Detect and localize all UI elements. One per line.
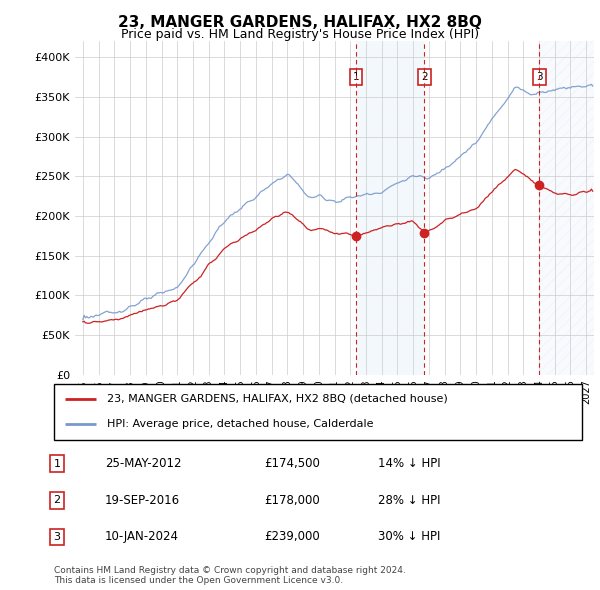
Text: 1: 1	[53, 459, 61, 468]
Text: 2: 2	[421, 72, 428, 82]
Text: 14% ↓ HPI: 14% ↓ HPI	[378, 457, 440, 470]
Bar	[539, 41, 594, 375]
Text: 3: 3	[536, 72, 543, 82]
Bar	[356, 41, 424, 375]
Text: Contains HM Land Registry data © Crown copyright and database right 2024.
This d: Contains HM Land Registry data © Crown c…	[54, 566, 406, 585]
Text: 23, MANGER GARDENS, HALIFAX, HX2 8BQ: 23, MANGER GARDENS, HALIFAX, HX2 8BQ	[118, 15, 482, 30]
Text: £178,000: £178,000	[264, 494, 320, 507]
Text: 25-MAY-2012: 25-MAY-2012	[105, 457, 182, 470]
Text: Price paid vs. HM Land Registry's House Price Index (HPI): Price paid vs. HM Land Registry's House …	[121, 28, 479, 41]
Text: HPI: Average price, detached house, Calderdale: HPI: Average price, detached house, Cald…	[107, 419, 373, 430]
Text: 2: 2	[53, 496, 61, 505]
Text: 10-JAN-2024: 10-JAN-2024	[105, 530, 179, 543]
Text: 3: 3	[53, 532, 61, 542]
Text: £239,000: £239,000	[264, 530, 320, 543]
Text: £174,500: £174,500	[264, 457, 320, 470]
Text: 19-SEP-2016: 19-SEP-2016	[105, 494, 180, 507]
Text: 1: 1	[353, 72, 359, 82]
Text: 28% ↓ HPI: 28% ↓ HPI	[378, 494, 440, 507]
Text: 30% ↓ HPI: 30% ↓ HPI	[378, 530, 440, 543]
Text: 23, MANGER GARDENS, HALIFAX, HX2 8BQ (detached house): 23, MANGER GARDENS, HALIFAX, HX2 8BQ (de…	[107, 394, 448, 404]
